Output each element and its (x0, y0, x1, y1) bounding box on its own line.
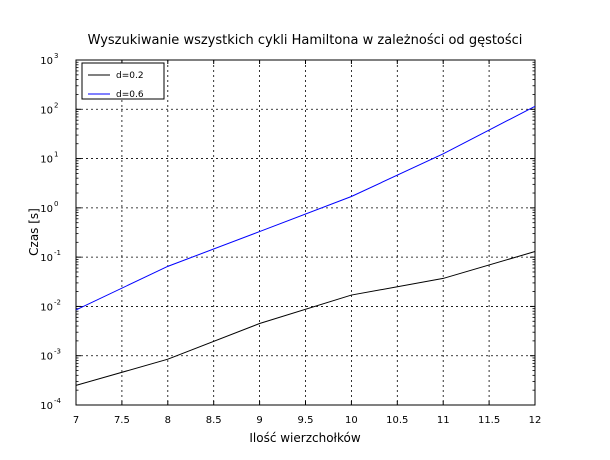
y-tick-label-exponent: 2 (54, 101, 58, 109)
axis-ticks: 7 7.5 8 8.5 9 9.5 10 10.5 11 11.5 1210-410-310-210… (40, 52, 541, 426)
legend-box (81, 62, 165, 100)
y-tick-label-exponent: -4 (54, 397, 62, 405)
x-axis-label: Ilość wierzchołków (249, 431, 360, 445)
x-tick-label: 8.5 (206, 415, 222, 426)
legend-label: d=0.6 (116, 90, 144, 100)
x-tick-label: 7.5 (114, 415, 130, 426)
x-tick-label: 10 (345, 415, 358, 426)
y-tick-label-base: 10 (40, 204, 53, 215)
legend: d=0.2 d=0.6 (81, 62, 165, 100)
y-tick-label-base: 10 (40, 155, 53, 166)
x-tick-label: 9 (256, 415, 262, 426)
y-tick-label-base: 10 (40, 352, 53, 363)
x-tick-label: 7 (73, 415, 79, 426)
x-tick-label: 11 (437, 415, 450, 426)
y-tick-label-base: 10 (40, 105, 53, 116)
y-tick-label-exponent: -3 (54, 348, 61, 356)
grid-lines (76, 60, 535, 405)
series-line-1 (75, 251, 536, 386)
x-tick-label: 11.5 (478, 415, 500, 426)
y-tick-label-base: 10 (40, 56, 53, 67)
y-tick-label-base: 10 (40, 253, 53, 264)
y-tick-label-base: 10 (40, 401, 53, 412)
x-tick-label: 8 (165, 415, 171, 426)
x-tick-label: 10.5 (386, 415, 408, 426)
chart-title: Wyszukiwanie wszystkich cykli Hamiltona … (88, 33, 523, 48)
y-axis-label: Czas [s] (27, 208, 41, 256)
y-tick-label-exponent: -1 (54, 249, 61, 257)
series-lines (75, 105, 536, 386)
plot-area (76, 60, 535, 405)
x-tick-label: 9.5 (298, 415, 314, 426)
series-line-2 (75, 105, 536, 311)
legend-label: d=0.2 (116, 71, 144, 81)
y-tick-label-exponent: -2 (54, 298, 61, 306)
y-tick-label-exponent: 1 (54, 151, 58, 159)
x-tick-label: 12 (529, 415, 542, 426)
y-tick-label-base: 10 (40, 302, 53, 313)
y-tick-label-exponent: 0 (54, 200, 58, 208)
y-tick-label-exponent: 3 (54, 52, 58, 60)
